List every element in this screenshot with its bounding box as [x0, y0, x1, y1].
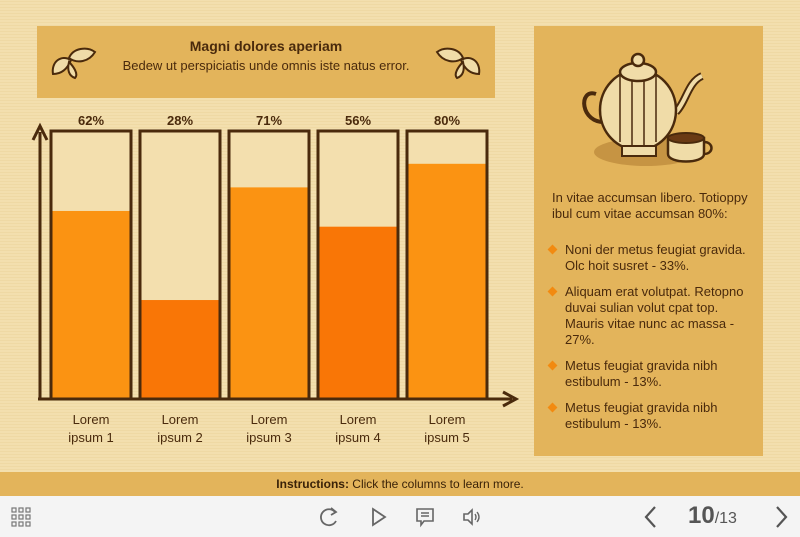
replay-button[interactable] [316, 504, 342, 530]
bar-column-1[interactable]: 62% Lorem ipsum 1 [49, 113, 133, 445]
bar-value-label: 71% [256, 113, 282, 128]
play-button[interactable] [365, 504, 391, 530]
chevron-right-icon [776, 506, 788, 528]
next-button[interactable] [768, 504, 794, 530]
player-toolbar: 10/13 [0, 496, 800, 537]
bar-chart: 62% Lorem ipsum 1 28% Lorem ipsum 2 71% Lorem ip… [31, 113, 520, 445]
category-label: ipsum 5 [424, 430, 470, 445]
bullet-list: Noni der metus feugiat gravida. Olc hoit… [546, 242, 756, 442]
volume-icon [463, 508, 480, 526]
page-counter: 10/13 [688, 502, 737, 530]
diamond-bullet-icon [547, 244, 558, 255]
info-panel: In vitae accumsan libero. Totioppy ibul … [534, 26, 763, 456]
header-subtitle: Bedew ut perspiciatis unde omnis iste na… [122, 58, 410, 73]
notes-button[interactable] [412, 504, 438, 530]
chevron-left-icon [644, 506, 656, 528]
category-label: Lorem [162, 412, 199, 427]
total-pages: /13 [714, 510, 737, 527]
grid-icon [11, 507, 31, 527]
instructions-text: Click the columns to learn more. [348, 477, 524, 491]
bar-column-3[interactable]: 71% Lorem ipsum 3 [227, 113, 311, 445]
teapot-illustration [582, 52, 713, 166]
panel-intro: In vitae accumsan libero. Totioppy ibul … [552, 190, 748, 221]
category-label: Lorem [340, 412, 377, 427]
list-item: Metus feugiat gravida nibh estibulum - 1… [546, 400, 756, 432]
replay-icon [320, 507, 338, 527]
bar-column-4[interactable]: 56% Lorem ipsum 4 [316, 113, 400, 445]
category-label: Lorem [429, 412, 466, 427]
category-label: ipsum 1 [68, 430, 114, 445]
volume-button[interactable] [459, 504, 485, 530]
current-page: 10 [688, 502, 715, 529]
list-item: Noni der metus feugiat gravida. Olc hoit… [546, 242, 756, 274]
diamond-bullet-icon [547, 360, 558, 371]
category-label: ipsum 4 [335, 430, 381, 445]
tea-leaf-icon [51, 47, 97, 80]
bar-fill[interactable] [52, 210, 130, 398]
bar-column-5[interactable]: 80% Lorem ipsum 5 [405, 113, 489, 445]
y-axis-arrow [31, 122, 49, 141]
bar-fill[interactable] [319, 226, 397, 398]
previous-button[interactable] [638, 504, 664, 530]
bar-fill[interactable] [408, 163, 486, 398]
bar-value-label: 80% [434, 113, 460, 128]
header-banner: Magni dolores aperiam Bedew ut perspicia… [37, 26, 495, 98]
diamond-bullet-icon [547, 286, 558, 297]
tea-leaf-icon [435, 47, 481, 80]
diamond-bullet-icon [547, 402, 558, 413]
instructions-bar: Instructions: Click the columns to learn… [0, 472, 800, 496]
bar-fill[interactable] [141, 300, 219, 398]
list-item: Aliquam erat volutpat. Retopno duvai sul… [546, 284, 756, 348]
category-label: Lorem [73, 412, 110, 427]
slide: Magni dolores aperiam Bedew ut perspicia… [0, 0, 800, 472]
bar-value-label: 28% [167, 113, 193, 128]
bar-value-label: 62% [78, 113, 104, 128]
menu-grid-button[interactable] [8, 504, 34, 530]
list-item: Metus feugiat gravida nibh estibulum - 1… [546, 358, 756, 390]
play-icon [372, 507, 387, 527]
category-label: Lorem [251, 412, 288, 427]
category-label: ipsum 2 [157, 430, 203, 445]
category-label: ipsum 3 [246, 430, 292, 445]
bar-column-2[interactable]: 28% Lorem ipsum 2 [138, 113, 222, 445]
bar-fill[interactable] [230, 187, 308, 398]
notes-icon [416, 508, 434, 528]
header-title: Magni dolores aperiam [189, 38, 343, 54]
x-axis-arrow [502, 390, 520, 408]
instructions-label: Instructions: [276, 477, 349, 491]
bar-value-label: 56% [345, 113, 371, 128]
